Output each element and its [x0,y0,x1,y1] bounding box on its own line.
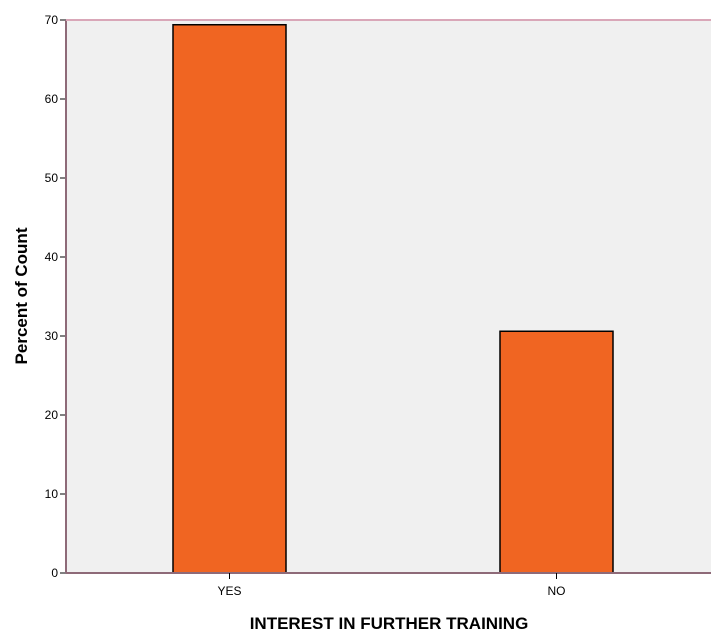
bar-yes [172,23,287,574]
plot-area [66,20,711,573]
x-tick-label-no: NO [548,584,566,598]
bars-group [172,23,614,574]
y-tick-label: 60 [45,92,59,106]
y-tick-label: 40 [45,250,59,264]
x-tick-label-yes: YES [217,584,241,598]
y-tick-label: 20 [45,408,59,422]
y-tick-label: 10 [45,487,59,501]
x-axis-ticks: YES NO [217,573,566,598]
y-tick-label: 70 [45,13,59,27]
y-tick-label: 0 [51,566,58,580]
x-axis-title: INTEREST IN FURTHER TRAINING [250,614,529,633]
y-axis-ticks: 0 10 20 30 40 50 60 70 [45,13,66,580]
y-tick-label: 50 [45,171,59,185]
y-tick-label: 30 [45,329,59,343]
bar-no [499,330,614,574]
y-axis-title: Percent of Count [12,227,31,364]
